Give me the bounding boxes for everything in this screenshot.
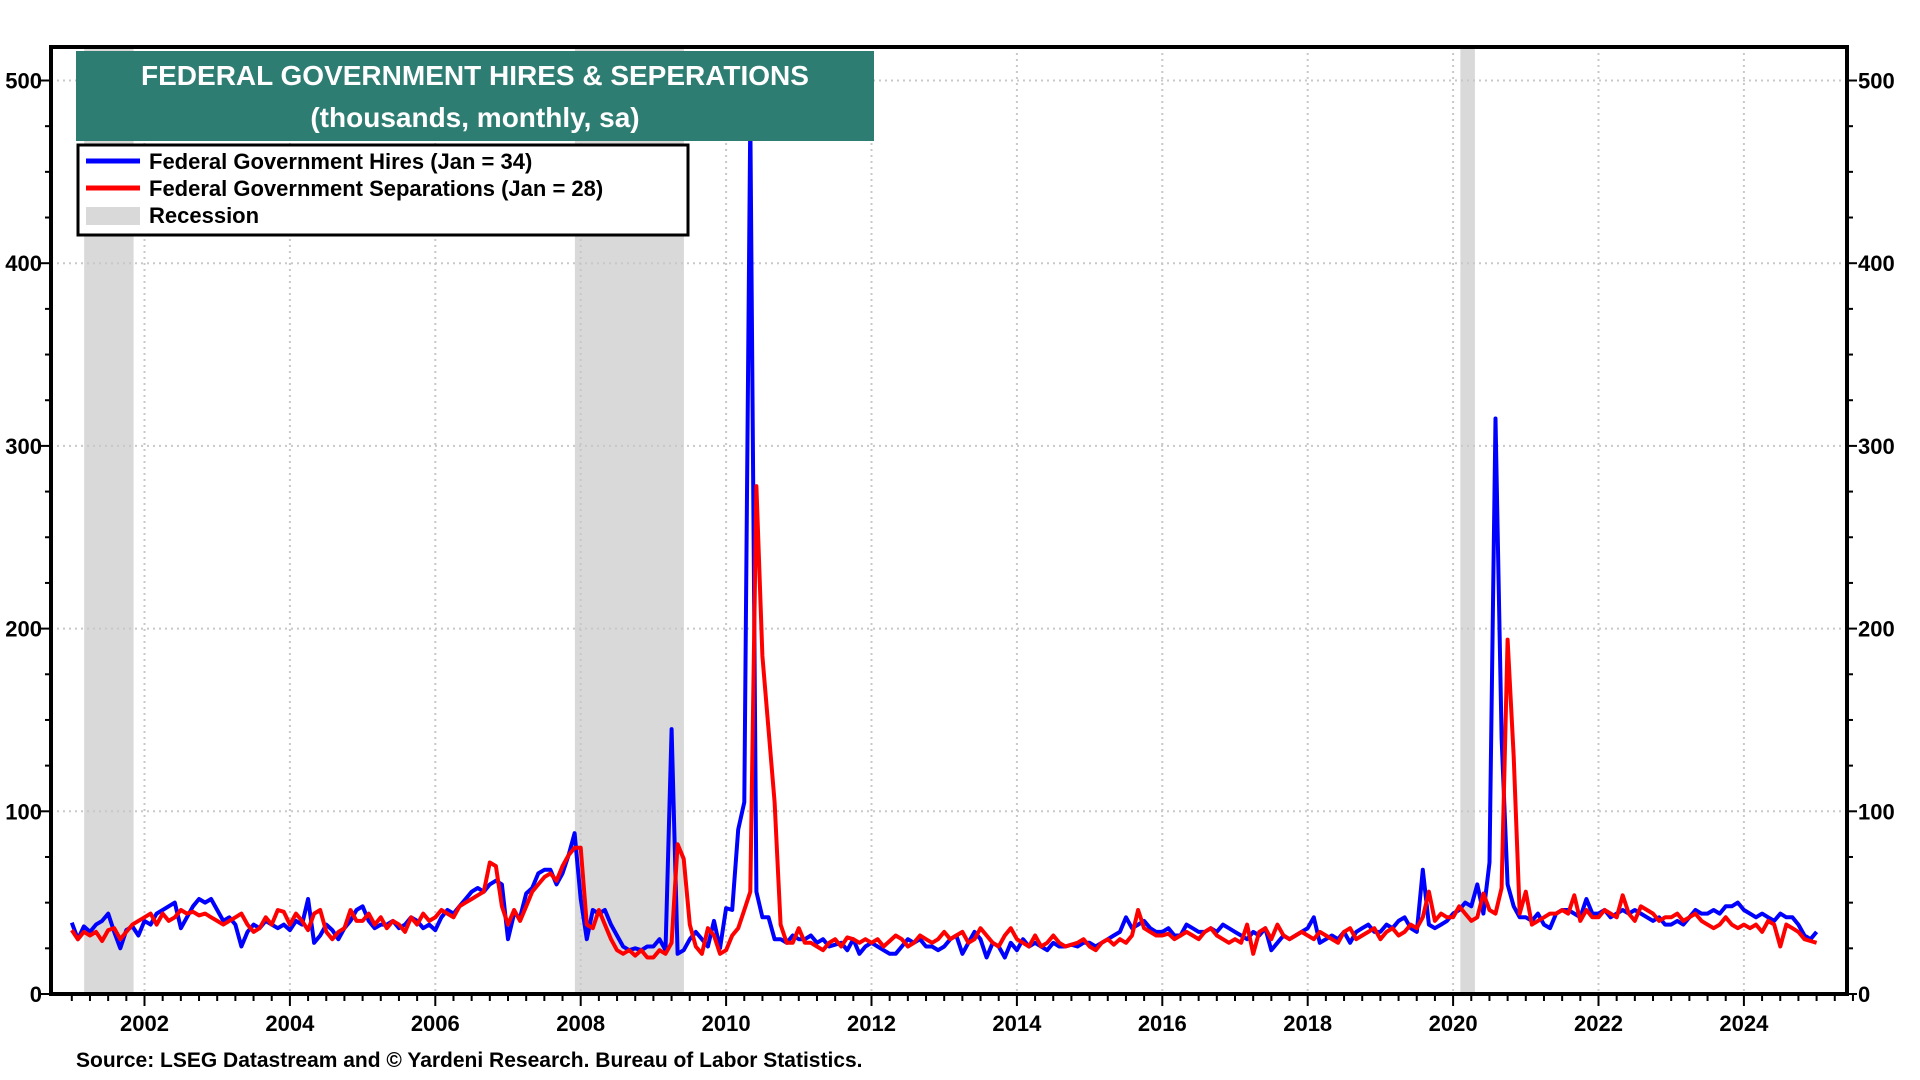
plot-frame: [49, 45, 1849, 996]
x-tick-label: 2014: [992, 1011, 1042, 1036]
y-tick-label-left: 100: [5, 799, 42, 824]
x-tick-label: 2004: [265, 1011, 315, 1036]
x-tick-label: 2002: [120, 1011, 169, 1036]
y-tick-label-left: 300: [5, 434, 42, 459]
y-tick-label-left: 500: [5, 69, 42, 94]
chart-title: FEDERAL GOVERNMENT HIRES & SEPERATIONS: [141, 60, 809, 91]
y-tick-label-left: 200: [5, 617, 42, 642]
title-background: [76, 51, 874, 141]
y-tick-label-right: 300: [1858, 434, 1895, 459]
y-tick-label-left: 400: [5, 251, 42, 276]
axis-ticks: [41, 79, 1857, 1006]
y-tick-label-right: 200: [1858, 617, 1895, 642]
legend-recession-label: Recession: [149, 203, 259, 228]
x-tick-label: 2024: [1719, 1011, 1769, 1036]
x-tick-label: 2012: [847, 1011, 896, 1036]
legend-box: [76, 143, 690, 237]
legend: Federal Government Hires (Jan = 34) Fede…: [76, 143, 690, 237]
title-box: FEDERAL GOVERNMENT HIRES & SEPERATIONS (…: [76, 51, 874, 141]
separations-line: [70, 484, 1818, 960]
series-lines: [69, 115, 1819, 960]
source-note: Source: LSEG Datastream and © Yardeni Re…: [76, 1049, 863, 1072]
legend-separations-label: Federal Government Separations (Jan = 28…: [149, 176, 603, 201]
x-tick-label: 2006: [411, 1011, 460, 1036]
chart-subtitle: (thousands, monthly, sa): [310, 102, 639, 133]
y-tick-label-right: 100: [1858, 799, 1895, 824]
y-tick-label-right: 0: [1858, 982, 1870, 1007]
y-tick-label-right: 400: [1858, 251, 1895, 276]
tick-labels: 0 0 100 100 200 200 300 300 400 400 500 500 2002 2004…: [5, 69, 1894, 1037]
x-tick-label: 2016: [1138, 1011, 1187, 1036]
hires-line: [69, 115, 1819, 960]
x-tick-label: 2020: [1429, 1011, 1478, 1036]
y-tick-label-right: 500: [1858, 69, 1895, 94]
recession-band: [1460, 47, 1475, 994]
x-tick-label: 2010: [702, 1011, 751, 1036]
legend-recession-swatch: [86, 207, 140, 225]
x-tick-label: 2008: [556, 1011, 605, 1036]
x-tick-label: 2022: [1574, 1011, 1623, 1036]
x-tick-label: 2018: [1283, 1011, 1332, 1036]
y-tick-label-left: 0: [30, 982, 42, 1007]
legend-hires-label: Federal Government Hires (Jan = 34): [149, 149, 532, 174]
